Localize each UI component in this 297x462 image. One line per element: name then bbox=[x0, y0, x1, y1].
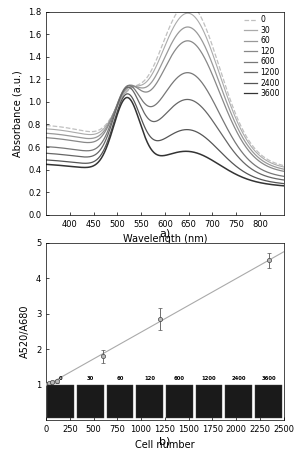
600 bbox=[205, 87, 208, 92]
0 bbox=[205, 27, 208, 33]
30 bbox=[186, 11, 190, 16]
60 bbox=[284, 167, 288, 172]
1200 bbox=[106, 133, 110, 138]
Text: b): b) bbox=[159, 437, 170, 447]
1200 bbox=[225, 140, 229, 145]
2400 bbox=[284, 181, 288, 187]
120 bbox=[106, 124, 110, 129]
120 bbox=[44, 135, 48, 140]
Line: 1200: 1200 bbox=[46, 87, 286, 180]
0 bbox=[186, 1, 190, 6]
30 bbox=[87, 132, 90, 137]
1200 bbox=[153, 119, 157, 124]
30 bbox=[153, 67, 157, 73]
600 bbox=[186, 70, 189, 75]
Y-axis label: A520/A680: A520/A680 bbox=[20, 305, 30, 358]
3600 bbox=[44, 162, 48, 167]
120 bbox=[153, 83, 157, 89]
0 bbox=[153, 61, 157, 67]
120 bbox=[225, 108, 229, 114]
0 bbox=[44, 123, 48, 128]
1200 bbox=[284, 177, 288, 183]
0 bbox=[106, 120, 110, 125]
Y-axis label: Absorbance (a.u.): Absorbance (a.u.) bbox=[12, 70, 22, 157]
1200 bbox=[87, 154, 90, 160]
3600 bbox=[153, 151, 157, 156]
30 bbox=[186, 11, 189, 16]
60 bbox=[225, 101, 229, 106]
2400 bbox=[87, 160, 90, 166]
30 bbox=[225, 93, 229, 99]
Line: 30: 30 bbox=[46, 13, 286, 168]
3600 bbox=[87, 164, 90, 170]
0 bbox=[225, 88, 229, 93]
120 bbox=[205, 59, 208, 65]
120 bbox=[87, 140, 90, 146]
600 bbox=[87, 148, 90, 153]
0 bbox=[284, 163, 288, 169]
Line: 0: 0 bbox=[46, 4, 286, 166]
600 bbox=[153, 103, 157, 108]
60 bbox=[186, 24, 190, 30]
2400 bbox=[153, 138, 157, 143]
30 bbox=[44, 126, 48, 132]
Line: 3600: 3600 bbox=[46, 97, 286, 186]
600 bbox=[44, 144, 48, 149]
2400 bbox=[205, 136, 208, 141]
60 bbox=[153, 75, 157, 80]
2400 bbox=[126, 91, 129, 97]
Text: a): a) bbox=[159, 229, 170, 239]
120 bbox=[186, 38, 190, 43]
60 bbox=[106, 122, 110, 128]
3600 bbox=[225, 167, 229, 172]
30 bbox=[205, 36, 208, 41]
600 bbox=[186, 70, 190, 75]
3600 bbox=[186, 149, 190, 154]
Line: 60: 60 bbox=[46, 27, 286, 170]
60 bbox=[87, 136, 90, 141]
1200 bbox=[186, 97, 190, 102]
2400 bbox=[186, 127, 190, 133]
30 bbox=[284, 165, 288, 170]
Line: 120: 120 bbox=[46, 41, 286, 172]
0 bbox=[87, 129, 90, 134]
60 bbox=[44, 130, 48, 136]
600 bbox=[225, 126, 229, 131]
Line: 600: 600 bbox=[46, 73, 286, 176]
3600 bbox=[125, 95, 129, 100]
3600 bbox=[205, 154, 208, 160]
2400 bbox=[106, 138, 110, 144]
1200 bbox=[127, 85, 130, 90]
2400 bbox=[225, 156, 229, 161]
2400 bbox=[44, 157, 48, 163]
30 bbox=[106, 121, 110, 127]
60 bbox=[186, 24, 189, 30]
120 bbox=[186, 38, 189, 43]
600 bbox=[106, 128, 110, 134]
1200 bbox=[44, 151, 48, 156]
X-axis label: Cell number: Cell number bbox=[135, 440, 195, 450]
1200 bbox=[205, 110, 208, 116]
Line: 2400: 2400 bbox=[46, 94, 286, 184]
60 bbox=[205, 48, 208, 53]
120 bbox=[284, 169, 288, 175]
X-axis label: Wavelength (nm): Wavelength (nm) bbox=[123, 234, 207, 244]
3600 bbox=[106, 141, 110, 147]
600 bbox=[284, 174, 288, 179]
Legend: 0, 30, 60, 120, 600, 1200, 2400, 3600: 0, 30, 60, 120, 600, 1200, 2400, 3600 bbox=[241, 12, 283, 101]
0 bbox=[186, 1, 189, 6]
3600 bbox=[284, 183, 288, 189]
